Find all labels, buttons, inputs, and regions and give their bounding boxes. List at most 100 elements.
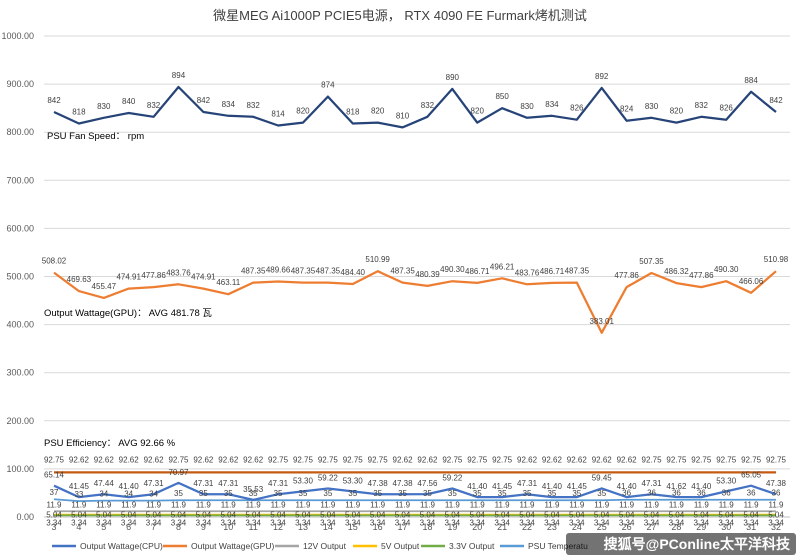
data-label-12v-output: 11.9 xyxy=(594,500,610,509)
data-label-output-wattage-gpu: 474.91 xyxy=(116,273,141,282)
data-label-12v-output: 11.9 xyxy=(47,500,63,509)
data-label-psu-fan-speed: 894 xyxy=(172,71,186,80)
x-tick-label: 7 xyxy=(151,522,156,532)
data-label-psu-temperature: 36 xyxy=(647,489,656,498)
data-label-5v-output: 5.04 xyxy=(619,511,635,520)
data-label-output-wattage-cpu: 59.22 xyxy=(318,474,339,483)
data-label-output-wattage-cpu: 47.31 xyxy=(193,479,214,488)
data-label-psu-fan-speed: 884 xyxy=(744,76,758,85)
data-label-output-wattage-gpu: 486.71 xyxy=(465,267,490,276)
data-label-12v-output: 11.9 xyxy=(320,500,336,509)
data-label-output-wattage-gpu: 463.11 xyxy=(216,278,240,287)
data-label-output-wattage-cpu: 41.40 xyxy=(617,482,638,491)
data-label-psu-efficiency: 92.62 xyxy=(94,455,115,464)
data-label-psu-efficiency: 92.62 xyxy=(617,455,638,464)
data-label-psu-temperature: 35 xyxy=(274,489,283,498)
y-tick-label: 300.00 xyxy=(6,368,34,378)
data-label-psu-fan-speed: 832 xyxy=(695,101,709,110)
data-label-5v-output: 5.04 xyxy=(121,511,137,520)
data-label-output-wattage-cpu: 65.05 xyxy=(741,471,762,480)
data-label-output-wattage-cpu: 41.40 xyxy=(119,482,140,491)
annotation-efficiency: PSU Efficiency： AVG 92.66 % xyxy=(44,438,176,449)
data-label-output-wattage-gpu: 508.02 xyxy=(42,257,67,266)
data-label-5v-output: 5.04 xyxy=(743,511,759,520)
data-label-output-wattage-gpu: 477.86 xyxy=(141,271,166,280)
data-label-5v-output: 5.04 xyxy=(370,511,386,520)
legend-item: 12V Output xyxy=(303,541,347,551)
data-label-3-3v-output: 3.34 xyxy=(519,518,535,527)
x-axis: 3 4 5 6 7 8 9 10 11 12 13 14 15 16 17 18 19 20 21 22 23 24 25 2… xyxy=(44,516,790,532)
data-label-12v-output: 11.9 xyxy=(96,500,112,509)
data-label-3-3v-output: 3.34 xyxy=(594,518,610,527)
data-label-psu-efficiency: 92.75 xyxy=(766,455,787,464)
data-label-12v-output: 11.9 xyxy=(619,500,635,509)
data-label-psu-temperature: 35 xyxy=(373,489,382,498)
data-label-12v-output: 11.9 xyxy=(769,500,785,509)
data-label-3-3v-output: 3.34 xyxy=(718,518,734,527)
data-label-3-3v-output: 3.34 xyxy=(469,518,485,527)
data-label-psu-temperature: 35 xyxy=(323,489,332,498)
data-label-psu-fan-speed: 842 xyxy=(197,96,211,105)
data-label-5v-output: 5.04 xyxy=(171,511,187,520)
data-label-3-3v-output: 3.34 xyxy=(171,518,187,527)
data-label-3-3v-output: 3.34 xyxy=(121,518,137,527)
data-label-12v-output: 11.9 xyxy=(495,500,511,509)
data-label-psu-fan-speed: 830 xyxy=(520,102,534,111)
data-label-5v-output: 5.04 xyxy=(196,511,212,520)
data-label-3-3v-output: 3.34 xyxy=(71,518,87,527)
data-label-5v-output: 5.04 xyxy=(669,511,685,520)
data-label-5v-output: 5.04 xyxy=(544,511,560,520)
y-tick-label: 900.00 xyxy=(6,79,34,89)
data-label-psu-fan-speed: 820 xyxy=(296,107,310,116)
data-label-output-wattage-gpu: 474.91 xyxy=(191,273,216,282)
data-label-output-wattage-gpu: 487.35 xyxy=(291,267,316,276)
data-label-output-wattage-cpu: 47.38 xyxy=(766,479,787,488)
data-label-3-3v-output: 3.34 xyxy=(644,518,660,527)
data-label-psu-fan-speed: 834 xyxy=(222,100,236,109)
data-label-output-wattage-gpu: 496.21 xyxy=(490,262,515,271)
data-label-3-3v-output: 3.34 xyxy=(619,518,635,527)
x-tick-label: 29 xyxy=(696,522,706,532)
data-label-psu-fan-speed: 818 xyxy=(346,108,360,117)
data-label-psu-temperature: 36 xyxy=(697,489,706,498)
y-tick-label: 200.00 xyxy=(6,416,34,426)
legend-item: Output Wattage(GPU) xyxy=(191,541,274,551)
data-label-psu-temperature: 36 xyxy=(672,489,681,498)
data-label-psu-temperature: 36 xyxy=(772,489,781,498)
data-label-5v-output: 5.04 xyxy=(644,511,660,520)
series-line-output-wattage-gpu xyxy=(53,270,777,334)
data-label-output-wattage-cpu: 47.31 xyxy=(517,479,538,488)
data-label-output-wattage-cpu: 41.45 xyxy=(69,482,90,491)
data-label-psu-temperature: 37 xyxy=(50,488,59,497)
data-label-12v-output: 11.9 xyxy=(520,500,536,509)
data-label-3-3v-output: 3.34 xyxy=(669,518,685,527)
x-tick-label: 10 xyxy=(223,522,233,532)
data-label-output-wattage-gpu: 487.35 xyxy=(241,267,266,276)
data-label-psu-fan-speed: 832 xyxy=(246,101,260,110)
data-label-output-wattage-gpu: 477.86 xyxy=(614,271,639,280)
data-label-output-wattage-gpu: 484.40 xyxy=(341,268,366,277)
data-label-output-wattage-cpu: 41.45 xyxy=(492,482,513,491)
data-label-5v-output: 5.04 xyxy=(345,511,361,520)
data-label-output-wattage-gpu: 490.30 xyxy=(714,265,739,274)
data-label-psu-temperature: 33 xyxy=(74,490,83,499)
data-label-output-wattage-gpu: 466.06 xyxy=(739,277,764,286)
data-label-output-wattage-cpu: 59.45 xyxy=(592,473,613,482)
data-label-psu-fan-speed: 834 xyxy=(545,100,559,109)
data-label-psu-efficiency: 92.75 xyxy=(741,455,762,464)
x-tick-label: 23 xyxy=(547,522,557,532)
data-label-psu-efficiency: 92.75 xyxy=(716,455,737,464)
data-label-5v-output: 5.04 xyxy=(71,511,87,520)
data-label-12v-output: 11.9 xyxy=(146,500,162,509)
data-label-psu-temperature: 36 xyxy=(622,489,631,498)
data-label-output-wattage-gpu: 477.86 xyxy=(689,271,714,280)
data-label-output-wattage-cpu: 47.31 xyxy=(218,479,239,488)
x-tick-label: 16 xyxy=(373,522,383,532)
data-label-12v-output: 11.9 xyxy=(544,500,560,509)
x-tick-label: 21 xyxy=(497,522,507,532)
data-label-output-wattage-gpu: 487.35 xyxy=(565,267,590,276)
x-tick-label: 4 xyxy=(76,522,81,532)
data-label-output-wattage-cpu: 47.31 xyxy=(268,479,289,488)
data-label-output-wattage-cpu: 47.38 xyxy=(368,479,389,488)
